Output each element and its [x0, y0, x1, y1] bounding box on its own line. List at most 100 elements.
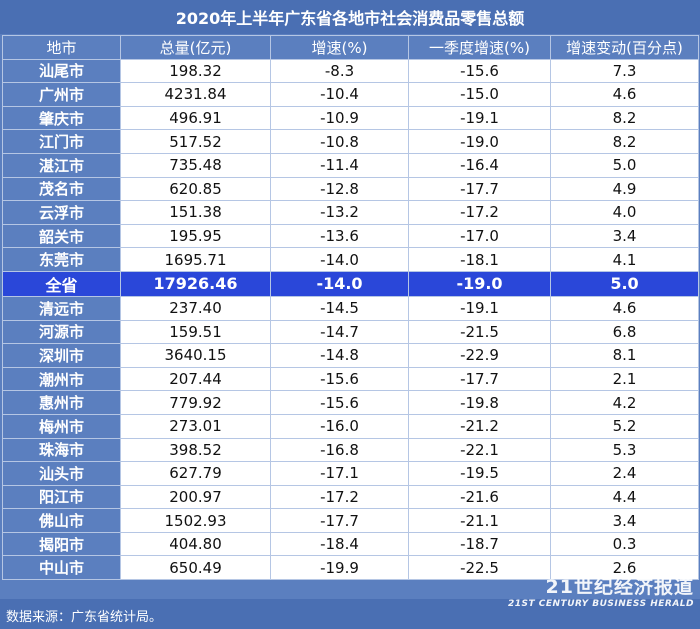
table-row: 深圳市 3640.15 -14.8 -22.9 8.1: [2, 343, 699, 368]
city-cell: 云浮市: [2, 200, 121, 225]
table-row: 清远市 237.40 -14.5 -19.1 4.6: [2, 295, 699, 321]
value-cell: -17.7: [408, 176, 551, 202]
value-cell: -12.8: [270, 176, 409, 202]
table-title: 2020年上半年广东省各地市社会消费品零售总额: [0, 0, 700, 34]
value-cell: 1695.71: [120, 247, 271, 272]
city-cell: 汕尾市: [2, 58, 121, 84]
value-cell: 4.6: [550, 82, 699, 107]
value-cell: 5.0: [550, 270, 699, 297]
value-cell: 517.52: [120, 129, 271, 154]
value-cell: 2.4: [550, 461, 699, 486]
table-row: 中山市 650.49 -19.9 -22.5 2.6: [2, 555, 699, 581]
value-cell: -17.0: [408, 223, 551, 249]
value-cell: -17.2: [408, 200, 551, 225]
column-header: 增速变动(百分点): [550, 35, 699, 60]
city-cell: 东莞市: [2, 247, 121, 272]
value-cell: 5.0: [550, 152, 699, 178]
table-row: 全省 17926.46 -14.0 -19.0 5.0: [2, 270, 699, 297]
city-cell: 江门市: [2, 129, 121, 154]
value-cell: -21.2: [408, 413, 551, 439]
table-row: 肇庆市 496.91 -10.9 -19.1 8.2: [2, 105, 699, 131]
value-cell: -15.6: [270, 390, 409, 415]
value-cell: 8.2: [550, 105, 699, 131]
table-row: 阳江市 200.97 -17.2 -21.6 4.4: [2, 484, 699, 510]
value-cell: 404.80: [120, 531, 271, 557]
value-cell: -10.4: [270, 82, 409, 107]
value-cell: -16.8: [270, 437, 409, 463]
city-cell: 梅州市: [2, 413, 121, 439]
value-cell: -22.9: [408, 343, 551, 368]
value-cell: 398.52: [120, 437, 271, 463]
city-cell: 清远市: [2, 295, 121, 321]
city-cell: 潮州市: [2, 366, 121, 392]
value-cell: -19.1: [408, 295, 551, 321]
value-cell: 159.51: [120, 319, 271, 345]
table-row: 佛山市 1502.93 -17.7 -21.1 3.4: [2, 508, 699, 533]
value-cell: 7.3: [550, 58, 699, 84]
value-cell: 4231.84: [120, 82, 271, 107]
value-cell: 8.1: [550, 343, 699, 368]
table-row: 云浮市 151.38 -13.2 -17.2 4.0: [2, 200, 699, 225]
column-header: 地市: [2, 35, 121, 60]
table-row: 珠海市 398.52 -16.8 -22.1 5.3: [2, 437, 699, 463]
value-cell: 4.2: [550, 390, 699, 415]
city-cell: 揭阳市: [2, 531, 121, 557]
value-cell: 4.9: [550, 176, 699, 202]
value-cell: -19.0: [408, 129, 551, 154]
value-cell: 5.2: [550, 413, 699, 439]
value-cell: 4.6: [550, 295, 699, 321]
value-cell: -21.1: [408, 508, 551, 533]
logo-wordmark: 21世纪经济报道: [545, 576, 694, 598]
source-note: 数据来源：广东省统计局。: [6, 610, 163, 625]
city-cell: 湛江市: [2, 152, 121, 178]
value-cell: 4.4: [550, 484, 699, 510]
value-cell: 620.85: [120, 176, 271, 202]
city-cell: 珠海市: [2, 437, 121, 463]
value-cell: 17926.46: [120, 270, 271, 297]
table-row: 梅州市 273.01 -16.0 -21.2 5.2: [2, 413, 699, 439]
value-cell: -17.1: [270, 461, 409, 486]
column-header: 一季度增速(%): [408, 35, 551, 60]
value-cell: 3640.15: [120, 343, 271, 368]
value-cell: 4.1: [550, 247, 699, 272]
table-row: 江门市 517.52 -10.8 -19.0 8.2: [2, 129, 699, 154]
value-cell: 200.97: [120, 484, 271, 510]
city-cell: 韶关市: [2, 223, 121, 249]
value-cell: 4.0: [550, 200, 699, 225]
value-cell: -13.6: [270, 223, 409, 249]
value-cell: -19.5: [408, 461, 551, 486]
column-header: 总量(亿元): [120, 35, 271, 60]
value-cell: 735.48: [120, 152, 271, 178]
city-cell: 河源市: [2, 319, 121, 345]
value-cell: 779.92: [120, 390, 271, 415]
data-table: 地市 总量(亿元) 增速(%) 一季度增速(%) 增速变动(百分点) 汕尾市 19…: [2, 35, 699, 581]
table-row: 河源市 159.51 -14.7 -21.5 6.8: [2, 319, 699, 345]
value-cell: -17.7: [408, 366, 551, 392]
value-cell: -15.6: [270, 366, 409, 392]
value-cell: 3.4: [550, 508, 699, 533]
value-cell: -19.9: [270, 555, 409, 581]
city-cell: 中山市: [2, 555, 121, 581]
value-cell: 627.79: [120, 461, 271, 486]
value-cell: -21.6: [408, 484, 551, 510]
column-header: 增速(%): [270, 35, 409, 60]
value-cell: -18.1: [408, 247, 551, 272]
value-cell: 650.49: [120, 555, 271, 581]
publisher-logo: 21世纪经济报道 21ST CENTURY BUSINESS HERALD: [508, 576, 694, 610]
value-cell: -15.0: [408, 82, 551, 107]
value-cell: 6.8: [550, 319, 699, 345]
value-cell: -14.0: [270, 247, 409, 272]
value-cell: 5.3: [550, 437, 699, 463]
value-cell: -11.4: [270, 152, 409, 178]
table-row: 韶关市 195.95 -13.6 -17.0 3.4: [2, 223, 699, 249]
table-row: 潮州市 207.44 -15.6 -17.7 2.1: [2, 366, 699, 392]
table-row: 广州市 4231.84 -10.4 -15.0 4.6: [2, 82, 699, 107]
value-cell: -14.8: [270, 343, 409, 368]
logo-subtitle: 21ST CENTURY BUSINESS HERALD: [507, 599, 694, 609]
value-cell: -16.4: [408, 152, 551, 178]
value-cell: 2.6: [550, 555, 699, 581]
value-cell: -14.7: [270, 319, 409, 345]
table-row: 惠州市 779.92 -15.6 -19.8 4.2: [2, 390, 699, 415]
city-cell: 茂名市: [2, 176, 121, 202]
